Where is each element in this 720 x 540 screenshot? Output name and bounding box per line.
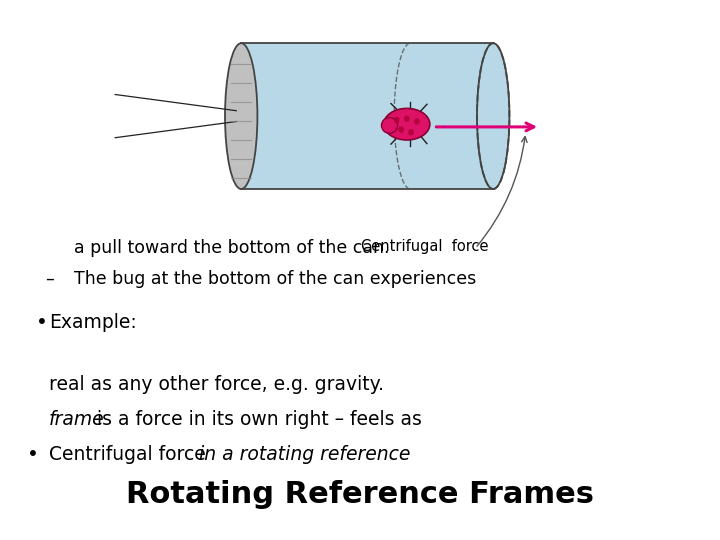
Text: is a force in its own right – feels as: is a force in its own right – feels as [91,410,422,429]
Text: •: • [36,313,48,332]
Text: a pull toward the bottom of the can.: a pull toward the bottom of the can. [74,239,390,256]
Ellipse shape [382,118,397,133]
Ellipse shape [477,43,510,189]
Ellipse shape [394,117,400,123]
Text: The bug at the bottom of the can experiences: The bug at the bottom of the can experie… [74,270,477,288]
Ellipse shape [225,43,258,189]
Ellipse shape [408,129,414,136]
FancyBboxPatch shape [241,43,493,189]
Text: in a rotating reference: in a rotating reference [199,446,410,464]
Ellipse shape [404,116,410,122]
Ellipse shape [398,126,404,133]
Ellipse shape [414,118,420,125]
Text: Rotating Reference Frames: Rotating Reference Frames [126,480,594,509]
Text: Centrifugal force: Centrifugal force [49,446,212,464]
Text: Centrifugal  force: Centrifugal force [361,239,489,254]
Text: –: – [45,270,54,288]
Text: frame: frame [49,410,104,429]
Text: Example:: Example: [49,313,137,332]
Text: •: • [27,446,39,464]
Ellipse shape [384,109,430,140]
Text: real as any other force, e.g. gravity.: real as any other force, e.g. gravity. [49,375,384,394]
